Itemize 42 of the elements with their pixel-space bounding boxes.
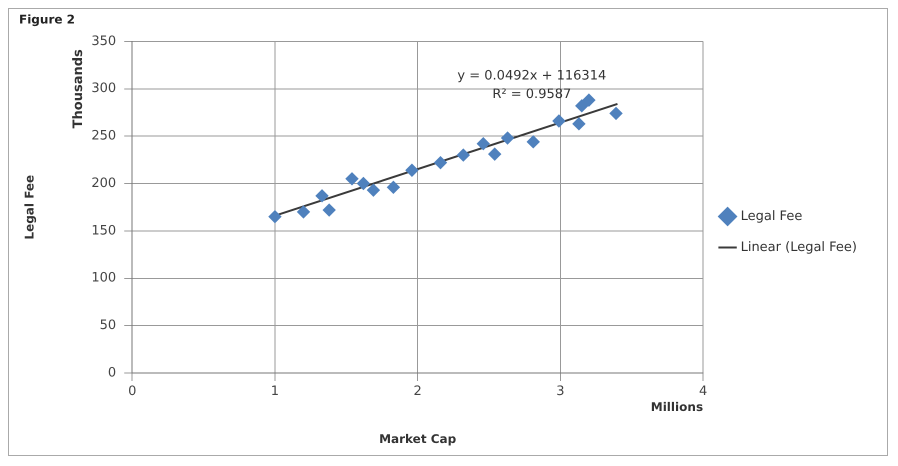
chart-title: Figure 2 <box>19 12 76 26</box>
point <box>575 99 588 112</box>
point <box>386 180 400 194</box>
x-tick-label: 3 <box>556 384 565 400</box>
legend-label: Linear (Legal Fee) <box>740 240 858 255</box>
y-tick-label: 50 <box>100 318 116 334</box>
point <box>526 135 540 148</box>
y-tick-label: 150 <box>91 223 116 238</box>
y-tick-label: 200 <box>91 176 116 191</box>
x-tick-label: 2 <box>414 384 422 400</box>
y-tick-label: 0 <box>108 365 116 380</box>
x-tick-label: 0 <box>128 384 136 400</box>
y-tick-label: 100 <box>91 270 116 286</box>
y-tick-label: 250 <box>91 128 116 144</box>
x-axis-title: Market Cap <box>379 432 457 446</box>
point <box>476 137 490 150</box>
point <box>296 205 310 218</box>
text: Millions <box>650 400 704 414</box>
point <box>268 210 282 224</box>
y-axis-title: Legal Fee <box>22 174 36 240</box>
point <box>552 114 566 128</box>
x-tick-label: 4 <box>698 384 708 400</box>
point <box>572 117 586 130</box>
annotation: y = 0.0492x + 116314 <box>457 68 606 84</box>
point <box>456 148 470 162</box>
point <box>582 94 596 107</box>
point <box>405 164 418 177</box>
point <box>434 156 447 170</box>
point <box>322 204 336 217</box>
point <box>356 177 370 190</box>
point <box>346 172 358 186</box>
y-tick-label: 300 <box>91 81 116 96</box>
point <box>488 148 502 161</box>
x-tick-label: 1 <box>270 384 280 400</box>
legend-label: Legal Fee <box>740 208 802 224</box>
point <box>610 106 623 120</box>
point <box>316 189 329 202</box>
text: Thousands <box>71 48 86 128</box>
point <box>366 184 380 197</box>
y-tick-label: 350 <box>91 34 116 49</box>
annotation: R² = 0.9587 <box>492 87 572 102</box>
point <box>501 132 514 145</box>
